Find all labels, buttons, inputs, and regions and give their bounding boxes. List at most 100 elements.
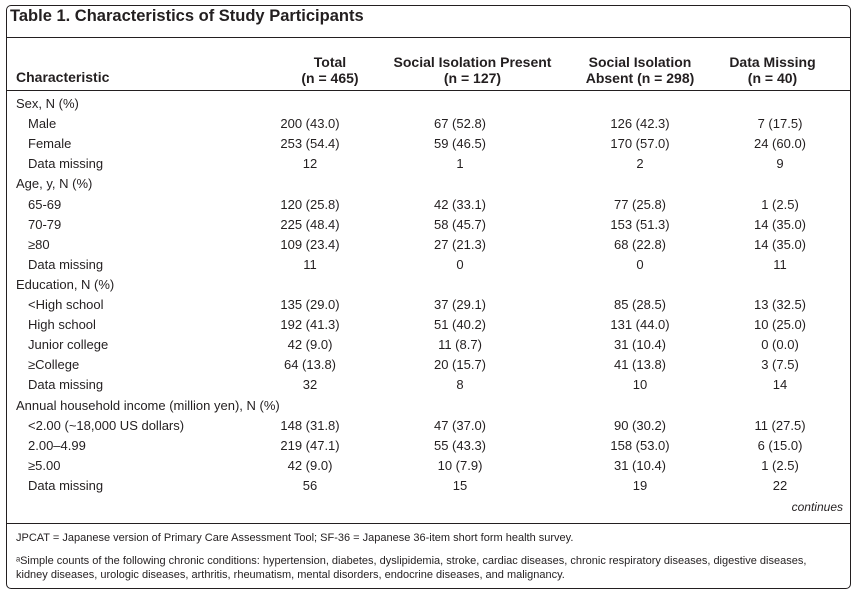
section-row: Age, y, N (%) [0, 174, 861, 194]
cell-total: 253 (54.4) [280, 136, 340, 152]
header-data-missing: Data Missing (n = 40) [720, 54, 825, 86]
cell-total: 225 (48.4) [280, 216, 340, 232]
header-isolation-absent: Social Isolation Absent (n = 298) [570, 54, 710, 86]
table-row: <High school 135 (29.0) 37 (29.1) 85 (28.5)… [0, 295, 861, 315]
section-label: Sex, N (%) [16, 96, 79, 111]
cell-total: 56 [302, 477, 318, 493]
cell-data-missing: 6 (15.0) [757, 437, 803, 453]
row-label: High school [28, 317, 96, 333]
footnote-abbreviations: JPCAT = Japanese version of Primary Care… [16, 532, 574, 544]
cell-total: 32 [302, 377, 318, 393]
table-row: Data missing 12 1 2 9 [0, 154, 861, 174]
footnote-chronic-conditions: ᵃSimple counts of the following chronic … [16, 555, 807, 581]
cell-isolation-absent: 10 [632, 377, 648, 393]
header-missing-line1: Data Missing [729, 54, 816, 70]
row-label: Data missing [28, 156, 104, 172]
section-row: Sex, N (%) [0, 94, 861, 114]
table-row: ≥80 109 (23.4) 27 (21.3) 68 (22.8) 14 (35.0) [0, 235, 861, 255]
table-row: Data missing 56 15 19 22 [0, 476, 861, 496]
table-row: Data missing 32 8 10 14 [0, 375, 861, 395]
row-label: 65-69 [28, 196, 62, 212]
table-row: 65-69 120 (25.8) 42 (33.1) 77 (25.8) 1 (2.5) [0, 195, 861, 215]
cell-isolation-present: 58 (45.7) [433, 216, 487, 232]
section-row: Education, N (%) [0, 275, 861, 295]
header-isolation-present: Social Isolation Present (n = 127) [385, 54, 560, 86]
cell-isolation-present: 15 [452, 477, 468, 493]
table-row: ≥College 64 (13.8) 20 (15.7) 41 (13.8) 3 (7.… [0, 355, 861, 375]
table-row: Data missing 11 0 0 11 [0, 255, 861, 275]
cell-data-missing: 1 (2.5) [761, 196, 799, 212]
cell-data-missing: 14 [772, 377, 788, 393]
table-row: 2.00–4.99 219 (47.1) 55 (43.3) 158 (53.0) 6 … [0, 436, 861, 456]
cell-total: 11 [303, 256, 317, 272]
footer-rule [7, 523, 850, 524]
cell-isolation-absent: 2 [636, 156, 644, 172]
cell-data-missing: 7 (17.5) [757, 116, 803, 132]
row-label: ≥80 [28, 236, 50, 252]
table-row: Female 253 (54.4) 59 (46.5) 170 (57.0) 24 (6… [0, 134, 861, 154]
cell-isolation-absent: 126 (42.3) [610, 116, 670, 132]
table-frame [6, 5, 851, 589]
header-rule [7, 90, 850, 91]
top-rule [7, 37, 850, 38]
cell-isolation-absent: 158 (53.0) [610, 437, 670, 453]
cell-isolation-present: 0 [456, 256, 464, 272]
cell-isolation-present: 55 (43.3) [433, 437, 487, 453]
cell-total: 148 (31.8) [280, 417, 340, 433]
cell-isolation-absent: 41 (13.8) [613, 357, 667, 373]
cell-data-missing: 14 (35.0) [753, 216, 807, 232]
cell-total: 42 (9.0) [287, 457, 333, 473]
cell-isolation-absent: 170 (57.0) [610, 136, 670, 152]
continues-label: continues [791, 500, 843, 514]
section-label: Education, N (%) [16, 276, 115, 292]
cell-data-missing: 10 (25.0) [753, 317, 807, 333]
cell-data-missing: 1 (2.5) [761, 457, 799, 473]
row-label: ≥5.00 [28, 457, 61, 473]
header-total-line1: Total [313, 54, 347, 70]
table-row: 70-79 225 (48.4) 58 (45.7) 153 (51.3) 14 (35… [0, 215, 861, 235]
row-label: 70-79 [28, 216, 62, 232]
row-label: 2.00–4.99 [28, 437, 86, 453]
cell-data-missing: 24 (60.0) [753, 136, 807, 152]
table-row: High school 192 (41.3) 51 (40.2) 131 (44.0)… [0, 315, 861, 335]
table-row: Junior college 42 (9.0) 11 (8.7) 31 (10.4) 0… [0, 335, 861, 355]
cell-isolation-present: 47 (37.0) [433, 417, 487, 433]
table-title: Table 1. Characteristics of Study Partic… [10, 7, 364, 25]
header-present-line2: (n = 127) [443, 70, 502, 86]
row-label: ≥College [28, 357, 80, 373]
cell-data-missing: 0 (0.0) [761, 337, 799, 353]
cell-isolation-absent: 85 (28.5) [613, 297, 667, 312]
cell-isolation-present: 27 (21.3) [433, 236, 487, 252]
header-absent-line2: Absent (n = 298) [585, 70, 695, 86]
cell-isolation-absent: 131 (44.0) [610, 317, 670, 333]
cell-total: 200 (43.0) [280, 116, 340, 132]
row-label: Male [28, 116, 57, 132]
cell-isolation-present: 8 [456, 377, 464, 393]
row-label: <2.00 (~18,000 US dollars) [28, 417, 185, 433]
cell-data-missing: 9 [776, 156, 784, 172]
cell-data-missing: 11 (27.5) [754, 417, 806, 433]
cell-total: 192 (41.3) [280, 317, 340, 333]
header-total: Total (n = 465) [290, 54, 370, 86]
table-row: Male 200 (43.0) 67 (52.8) 126 (42.3) 7 (17.5… [0, 114, 861, 134]
row-label: Data missing [28, 377, 104, 393]
cell-total: 42 (9.0) [287, 337, 333, 353]
cell-isolation-absent: 19 [632, 477, 648, 493]
cell-isolation-absent: 0 [636, 256, 644, 272]
cell-isolation-present: 10 (7.9) [437, 457, 483, 473]
cell-isolation-present: 20 (15.7) [433, 357, 487, 373]
header-missing-line2: (n = 40) [747, 70, 798, 86]
cell-isolation-present: 67 (52.8) [433, 116, 487, 132]
cell-total: 135 (29.0) [280, 297, 340, 312]
header-total-line2: (n = 465) [301, 70, 359, 86]
header-present-line1: Social Isolation Present [393, 54, 552, 70]
cell-total: 12 [302, 156, 318, 172]
cell-data-missing: 13 (32.5) [753, 297, 807, 312]
cell-isolation-absent: 31 (10.4) [613, 457, 667, 473]
cell-isolation-present: 11 (8.7) [438, 337, 482, 353]
cell-total: 219 (47.1) [280, 437, 340, 453]
cell-total: 120 (25.8) [280, 196, 340, 212]
cell-total: 109 (23.4) [280, 236, 340, 252]
cell-isolation-present: 42 (33.1) [433, 196, 487, 212]
cell-isolation-absent: 31 (10.4) [613, 337, 667, 353]
